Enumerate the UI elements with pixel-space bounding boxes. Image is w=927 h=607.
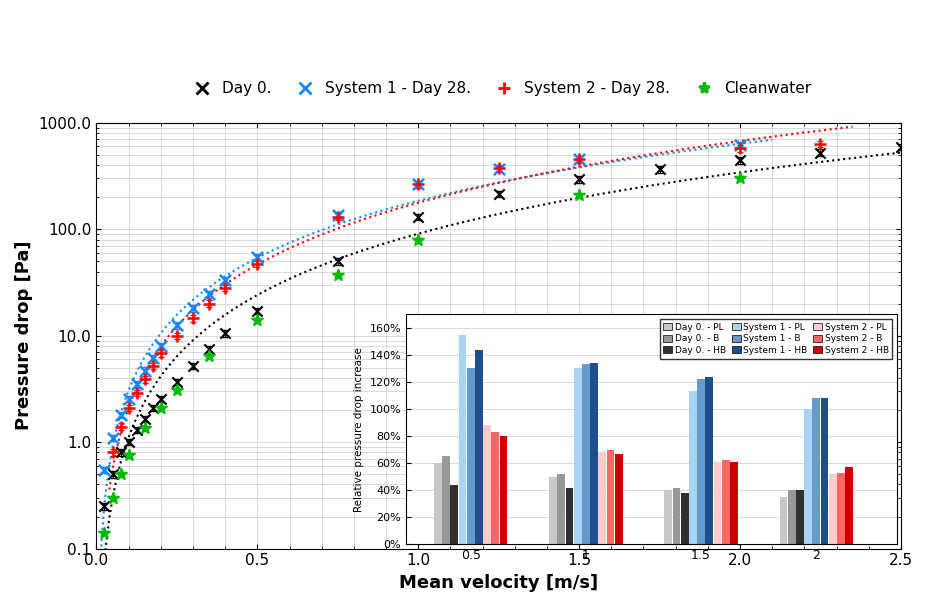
Point (121, 437, 136, 447)
Y-axis label: Pressure drop [Pa]: Pressure drop [Pa] (15, 241, 33, 430)
Point (153, 403, 168, 413)
Point (146, 353, 160, 362)
Point (812, 148, 827, 157)
Point (330, 212, 345, 222)
Point (249, 259, 264, 269)
Point (218, 276, 233, 285)
Point (731, 155, 746, 165)
Point (113, 422, 128, 432)
Point (170, 385, 184, 395)
Point (185, 304, 200, 313)
Point (571, 174, 586, 184)
Point (411, 212, 425, 222)
Point (411, 179, 425, 189)
Point (330, 256, 345, 266)
Point (113, 410, 128, 420)
Point (153, 394, 168, 404)
Point (170, 377, 184, 387)
Point (129, 425, 144, 435)
Point (137, 375, 152, 384)
Point (137, 424, 152, 433)
Point (249, 315, 264, 325)
Point (97, 528, 112, 538)
Point (411, 179, 425, 189)
Point (571, 154, 586, 164)
Point (490, 163, 505, 173)
Legend: Day 0., System 1 - Day 28., System 2 - Day 28., Cleanwater: Day 0., System 1 - Day 28., System 2 - D… (180, 75, 816, 102)
Point (153, 348, 168, 358)
Point (812, 139, 827, 149)
Point (153, 341, 168, 351)
Point (731, 143, 746, 153)
Point (411, 235, 425, 245)
Point (105, 447, 120, 457)
Point (490, 164, 505, 174)
Point (330, 211, 345, 220)
Point (121, 394, 136, 404)
Point (218, 328, 233, 338)
Point (129, 388, 144, 398)
Point (129, 379, 144, 389)
Point (330, 270, 345, 280)
Point (137, 366, 152, 376)
Point (249, 252, 264, 262)
Point (121, 403, 136, 413)
X-axis label: Mean velocity [m/s]: Mean velocity [m/s] (399, 574, 598, 592)
Point (170, 331, 184, 341)
Point (97, 465, 112, 475)
Point (185, 361, 200, 371)
Point (137, 414, 152, 424)
Point (113, 447, 128, 457)
Point (113, 469, 128, 479)
Point (146, 403, 160, 413)
Point (185, 314, 200, 324)
Point (105, 433, 120, 443)
Point (249, 307, 264, 316)
Point (490, 189, 505, 198)
Point (731, 173, 746, 183)
Point (652, 164, 667, 174)
Point (571, 154, 586, 163)
Point (201, 344, 216, 354)
Point (218, 283, 233, 293)
Point (170, 320, 184, 330)
Point (201, 299, 216, 308)
Point (97, 501, 112, 511)
Point (146, 361, 160, 371)
Point (105, 493, 120, 503)
Point (731, 140, 746, 150)
Point (571, 190, 586, 200)
Point (201, 290, 216, 299)
Point (893, 142, 908, 152)
Point (121, 450, 136, 460)
Point (201, 351, 216, 361)
Point (105, 469, 120, 479)
